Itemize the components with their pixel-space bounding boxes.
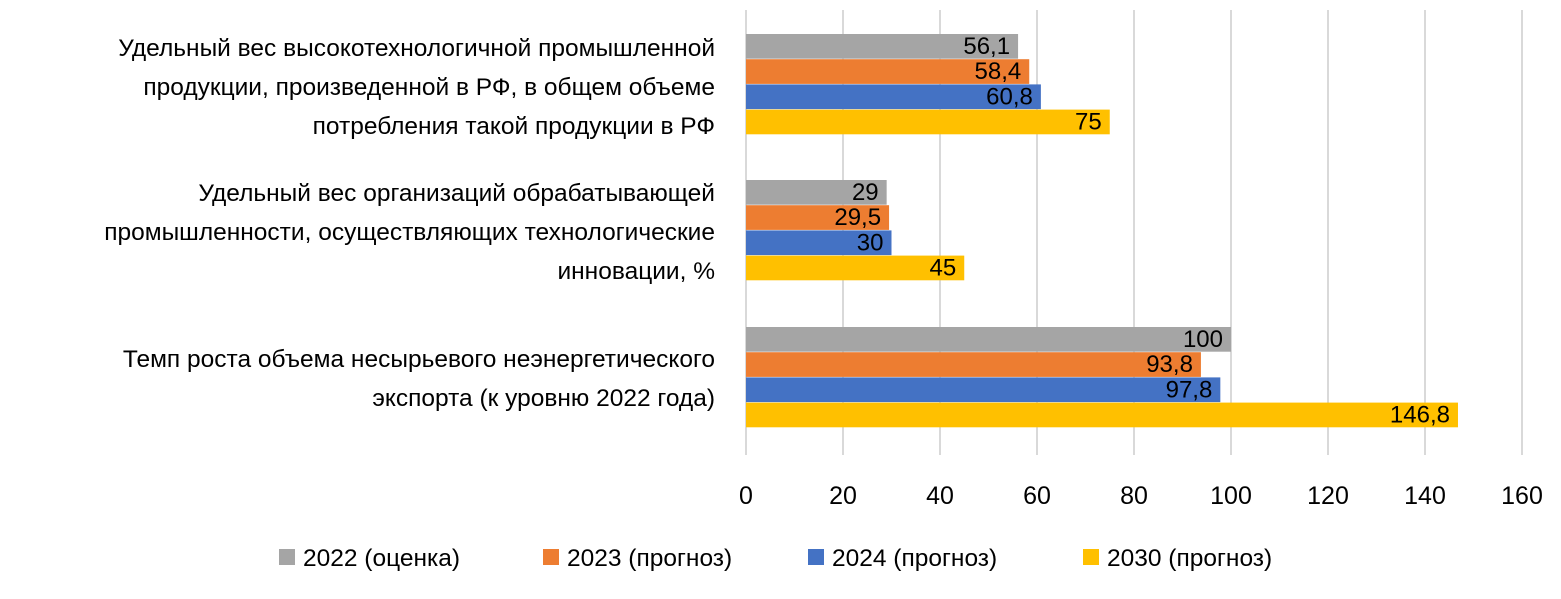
- legend-swatch: [543, 549, 559, 565]
- category-label: Удельный вес организаций обрабатывающей: [198, 180, 715, 207]
- bars: [746, 34, 1458, 428]
- x-tick-label: 120: [1307, 482, 1349, 510]
- bar: [746, 402, 1458, 428]
- legend-label: 2022 (оценка): [303, 545, 460, 572]
- data-label: 146,8: [1390, 402, 1450, 429]
- data-label: 45: [930, 255, 957, 282]
- data-label: 29,5: [834, 204, 881, 231]
- x-tick-label: 100: [1210, 482, 1252, 510]
- bar: [746, 255, 965, 281]
- legend-label: 2024 (прогноз): [832, 545, 997, 572]
- x-tick-label: 140: [1404, 482, 1446, 510]
- legend: 2022 (оценка) 2023 (прогноз) 2024 (прогноз…: [279, 545, 1272, 572]
- bar: [746, 180, 887, 205]
- gridlines: [745, 10, 1523, 455]
- category-label: экспорта (к уровню 2022 года): [372, 385, 715, 412]
- bar: [746, 109, 1110, 135]
- category-labels: Удельный вес высокотехнологичной промышл…: [104, 35, 715, 412]
- x-tick-label: 20: [829, 482, 857, 510]
- x-tick-label: 40: [926, 482, 954, 510]
- legend-label: 2030 (прогноз): [1107, 545, 1272, 572]
- legend-swatch: [279, 549, 295, 565]
- data-label: 29: [852, 179, 879, 206]
- bar: [746, 352, 1201, 377]
- bar: [746, 377, 1221, 403]
- bar: [746, 327, 1231, 352]
- legend-swatch: [808, 549, 824, 565]
- bar: [746, 84, 1041, 110]
- x-axis-ticks: 0 20 40 60 80 100 120 140 160: [739, 482, 1543, 510]
- data-label: 30: [857, 229, 884, 256]
- data-label: 60,8: [986, 83, 1033, 110]
- bar: [746, 59, 1030, 84]
- data-label: 58,4: [975, 58, 1022, 85]
- category-label: потребления такой продукции в РФ: [313, 113, 715, 140]
- legend-swatch: [1083, 549, 1099, 565]
- bar: [746, 34, 1019, 59]
- category-label: Темп роста объема несырьевого неэнергети…: [123, 346, 715, 373]
- bar: [746, 205, 890, 230]
- category-label: продукции, произведенной в РФ, в общем о…: [143, 74, 715, 101]
- legend-label: 2023 (прогноз): [567, 545, 732, 572]
- bar: [746, 230, 892, 256]
- data-label: 56,1: [963, 33, 1010, 60]
- category-label: инновации, %: [557, 258, 715, 285]
- x-tick-label: 60: [1023, 482, 1051, 510]
- data-label: 97,8: [1166, 376, 1213, 403]
- data-label: 75: [1075, 109, 1102, 136]
- category-label: промышленности, осуществляющих технологи…: [104, 219, 715, 246]
- x-tick-label: 160: [1501, 482, 1543, 510]
- data-label: 100: [1183, 326, 1223, 353]
- category-label: Удельный вес высокотехнологичной промышл…: [118, 35, 715, 62]
- x-tick-label: 80: [1120, 482, 1148, 510]
- data-label: 93,8: [1146, 351, 1193, 378]
- x-tick-label: 0: [739, 482, 753, 510]
